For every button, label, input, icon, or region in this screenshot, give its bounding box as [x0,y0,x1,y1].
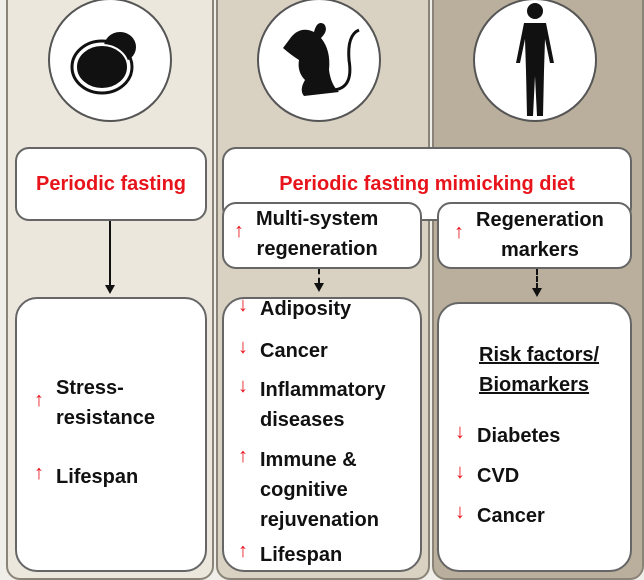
outcome-item: ↑ Immune & cognitive rejuvenation [238,445,379,535]
regeneration-box [437,202,632,269]
arrowhead [532,288,542,297]
up-arrow-icon: ↑ [454,221,464,243]
outcome-label: Inflammatory diseases [260,379,386,431]
outcome-label: Cancer [477,505,545,527]
mouse-circle [257,0,381,122]
yeast-icon [70,30,138,95]
outcome-label: Immune & cognitive rejuvenation [260,449,379,531]
multi-system-item: ↑ Multi-system regeneration [234,204,378,264]
up-arrow-icon: ↑ [234,220,244,242]
down-arrow-icon: ↓ [238,294,248,316]
outcome-label: Adiposity [260,298,352,320]
arrowhead [105,285,115,294]
yeast-circle [48,0,172,122]
down-arrow-icon: ↓ [455,421,465,443]
multi-system-label: Multi-system regeneration [256,208,379,260]
human-icon [516,3,554,116]
outcome-item: ↓ Inflammatory diseases [238,375,386,435]
arrow-col1 [109,221,111,286]
outcome-item: ↓ Diabetes [455,421,560,451]
outcome-item: ↓ Adiposity [238,294,351,324]
down-arrow-icon: ↓ [238,375,248,397]
risk-factors-heading: Risk factors/ Biomarkers [479,344,600,396]
up-arrow-icon: ↑ [238,445,248,467]
outcome-item: ↓ Cancer [455,501,545,531]
human-circle [473,0,597,122]
multi-system-box [222,202,422,269]
outcome-label: Lifespan [56,466,139,488]
outcome-item: ↓ Cancer [238,336,328,366]
outcome-item: ↑ Lifespan [238,540,342,570]
down-arrow-icon: ↓ [455,461,465,483]
regeneration-item: ↑ Regeneration markers [454,205,604,265]
arrowhead [314,283,324,292]
periodic-fasting-box: Periodic fasting [15,147,207,221]
fmd-label: Periodic fasting mimicking diet [279,172,575,195]
outcome-label: Diabetes [477,425,561,447]
outcomes-yeast [15,297,207,572]
arrow-col3-bottom [536,269,538,289]
mouse-icon [283,23,360,96]
up-arrow-icon: ↑ [238,540,248,562]
fmd-box: Periodic fasting mimicking diet [222,147,632,221]
outcome-item: ↓ CVD [455,461,519,491]
up-arrow-icon: ↑ [34,462,44,484]
up-arrow-icon: ↑ [34,389,44,411]
outcome-label: CVD [477,465,520,487]
outcome-item: ↑ Lifespan [34,462,138,492]
down-arrow-icon: ↓ [455,501,465,523]
periodic-fasting-label: Periodic fasting [35,172,187,195]
outcomes-human [437,302,632,572]
arrow-col2-bottom [318,269,320,283]
outcome-item: ↑ Stress- resistance [34,373,155,433]
outcome-label: Stress- resistance [56,377,155,429]
regeneration-label: Regeneration markers [476,209,604,261]
outcomes-mouse [222,297,422,572]
outcome-label: Cancer [260,340,328,362]
outcome-label: Lifespan [260,544,343,566]
down-arrow-icon: ↓ [238,336,248,358]
